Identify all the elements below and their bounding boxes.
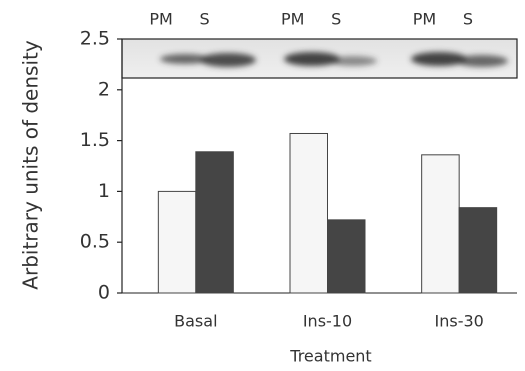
x-tick-label: Ins-10 bbox=[303, 312, 352, 331]
lane-label: S bbox=[331, 10, 341, 29]
y-tick-label: 1 bbox=[98, 180, 110, 202]
bar bbox=[422, 155, 460, 293]
bar bbox=[459, 208, 497, 293]
bar bbox=[328, 220, 366, 293]
lane-label: S bbox=[463, 10, 473, 29]
y-axis-title: Arbitrary units of density bbox=[19, 40, 43, 290]
bar bbox=[290, 133, 328, 293]
chart: Arbitrary units of density Treatment 0 0.… bbox=[0, 0, 525, 371]
x-axis-title: Treatment bbox=[289, 347, 371, 366]
y-tick-label: 2.5 bbox=[80, 28, 110, 50]
y-tick-label: 0 bbox=[98, 282, 110, 304]
y-tick-label: 2 bbox=[98, 78, 110, 100]
blot-inset bbox=[122, 39, 517, 78]
bar bbox=[158, 191, 196, 293]
x-tick-label: Basal bbox=[174, 312, 217, 331]
lane-label: PM bbox=[281, 10, 304, 29]
lane-label: PM bbox=[413, 10, 436, 29]
y-tick-label: 0.5 bbox=[80, 231, 110, 253]
lane-label: PM bbox=[149, 10, 172, 29]
y-tick-label: 1.5 bbox=[80, 129, 110, 151]
x-tick-label: Ins-30 bbox=[435, 312, 484, 331]
lane-label: S bbox=[200, 10, 210, 29]
bar bbox=[196, 152, 234, 293]
